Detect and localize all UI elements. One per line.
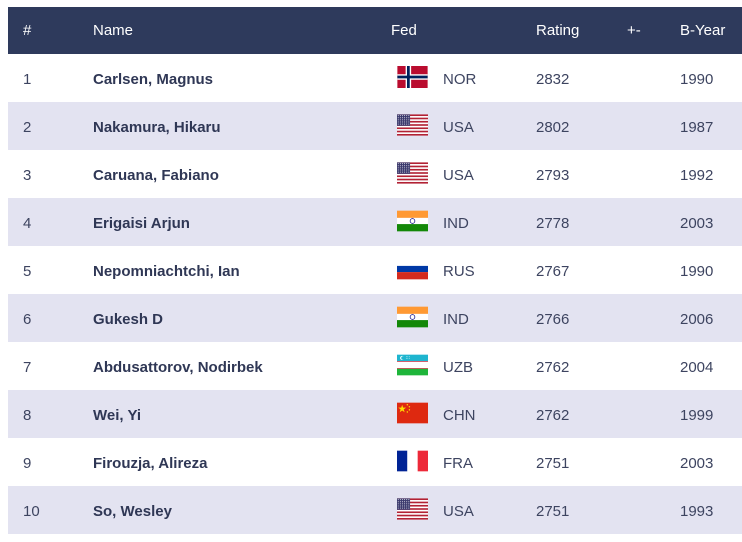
row-rating: 2766 bbox=[536, 311, 570, 328]
usa-flag bbox=[397, 162, 428, 184]
header-fed[interactable]: Fed bbox=[391, 22, 417, 39]
row-federation: RUS bbox=[443, 263, 475, 280]
row-byear: 2006 bbox=[680, 311, 714, 328]
russia-flag bbox=[397, 258, 428, 280]
player-name-link[interactable]: Gukesh D bbox=[93, 311, 164, 328]
row-byear: 1993 bbox=[680, 503, 714, 520]
header-rank[interactable]: # bbox=[23, 22, 32, 39]
uzbekistan-flag bbox=[397, 354, 428, 376]
row-rating: 2793 bbox=[536, 167, 570, 184]
player-name-link[interactable]: Nakamura, Hikaru bbox=[93, 119, 221, 136]
row-rank: 10 bbox=[23, 503, 40, 520]
header-byear[interactable]: B-Year bbox=[680, 22, 726, 39]
header-name[interactable]: Name bbox=[93, 22, 134, 39]
row-rating: 2751 bbox=[536, 503, 570, 520]
row-byear: 1987 bbox=[680, 119, 714, 136]
header-rating[interactable]: Rating bbox=[536, 22, 580, 39]
row-federation: UZB bbox=[443, 359, 473, 376]
row-federation: IND bbox=[443, 311, 469, 328]
row-federation: FRA bbox=[443, 455, 473, 472]
row-rating: 2778 bbox=[536, 215, 570, 232]
row-rating: 2762 bbox=[536, 407, 570, 424]
row-byear: 2004 bbox=[680, 359, 714, 376]
row-byear: 1992 bbox=[680, 167, 714, 184]
player-name-link[interactable]: Caruana, Fabiano bbox=[93, 167, 219, 184]
row-rank: 9 bbox=[23, 455, 32, 472]
table-row[interactable]: 2 Nakamura, Hikaru USA 2802 1987 bbox=[8, 102, 742, 150]
row-federation: NOR bbox=[443, 71, 477, 88]
row-rank: 6 bbox=[23, 311, 32, 328]
india-flag bbox=[397, 306, 428, 328]
player-name-link[interactable]: Firouzja, Alireza bbox=[93, 455, 208, 472]
table-row[interactable]: 1 Carlsen, Magnus NOR 2832 1990 bbox=[8, 54, 742, 102]
table-row[interactable]: 10 So, Wesley USA 2751 1993 bbox=[8, 486, 742, 534]
row-rating: 2767 bbox=[536, 263, 570, 280]
row-federation: IND bbox=[443, 215, 469, 232]
row-rating: 2832 bbox=[536, 71, 570, 88]
row-rank: 8 bbox=[23, 407, 32, 424]
table-row[interactable]: 7 Abdusattorov, Nodirbek UZB 2762 2004 bbox=[8, 342, 742, 390]
table-row[interactable]: 6 Gukesh D IND 2766 2006 bbox=[8, 294, 742, 342]
table-row[interactable]: 3 Caruana, Fabiano USA 2793 1992 bbox=[8, 150, 742, 198]
row-byear: 1990 bbox=[680, 263, 714, 280]
row-rank: 2 bbox=[23, 119, 32, 136]
usa-flag bbox=[397, 114, 428, 136]
row-federation: CHN bbox=[443, 407, 476, 424]
player-name-link[interactable]: Abdusattorov, Nodirbek bbox=[93, 359, 263, 376]
player-name-link[interactable]: Erigaisi Arjun bbox=[93, 215, 190, 232]
table-row[interactable]: 9 Firouzja, Alireza FRA 2751 2003 bbox=[8, 438, 742, 486]
row-rank: 7 bbox=[23, 359, 32, 376]
ratings-table: # Name Fed Rating +- B-Year 1 Carlsen, Ma… bbox=[8, 7, 742, 534]
france-flag bbox=[397, 450, 428, 472]
india-flag bbox=[397, 210, 428, 232]
norway-flag bbox=[397, 66, 428, 88]
player-name-link[interactable]: So, Wesley bbox=[93, 503, 172, 520]
table-row[interactable]: 4 Erigaisi Arjun IND 2778 2003 bbox=[8, 198, 742, 246]
table-row[interactable]: 5 Nepomniachtchi, Ian RUS 2767 1990 bbox=[8, 246, 742, 294]
usa-flag bbox=[397, 498, 428, 520]
row-rank: 1 bbox=[23, 71, 32, 88]
player-name-link[interactable]: Carlsen, Magnus bbox=[93, 71, 214, 88]
row-byear: 1999 bbox=[680, 407, 714, 424]
china-flag bbox=[397, 402, 428, 424]
player-name-link[interactable]: Nepomniachtchi, Ian bbox=[93, 263, 240, 280]
header-change[interactable]: +- bbox=[627, 22, 641, 39]
row-federation: USA bbox=[443, 167, 474, 184]
player-name-link[interactable]: Wei, Yi bbox=[93, 407, 142, 424]
row-rating: 2762 bbox=[536, 359, 570, 376]
row-rank: 5 bbox=[23, 263, 32, 280]
table-body: 1 Carlsen, Magnus NOR 2832 1990 2 Nakamura, Hi… bbox=[8, 54, 742, 534]
table-header: # Name Fed Rating +- B-Year bbox=[8, 7, 742, 54]
row-byear: 2003 bbox=[680, 215, 714, 232]
row-byear: 1990 bbox=[680, 71, 714, 88]
table-row[interactable]: 8 Wei, Yi CHN 2762 1999 bbox=[8, 390, 742, 438]
row-federation: USA bbox=[443, 503, 474, 520]
row-rating: 2751 bbox=[536, 455, 570, 472]
row-byear: 2003 bbox=[680, 455, 714, 472]
row-rating: 2802 bbox=[536, 119, 570, 136]
row-rank: 3 bbox=[23, 167, 32, 184]
row-rank: 4 bbox=[23, 215, 32, 232]
row-federation: USA bbox=[443, 119, 474, 136]
